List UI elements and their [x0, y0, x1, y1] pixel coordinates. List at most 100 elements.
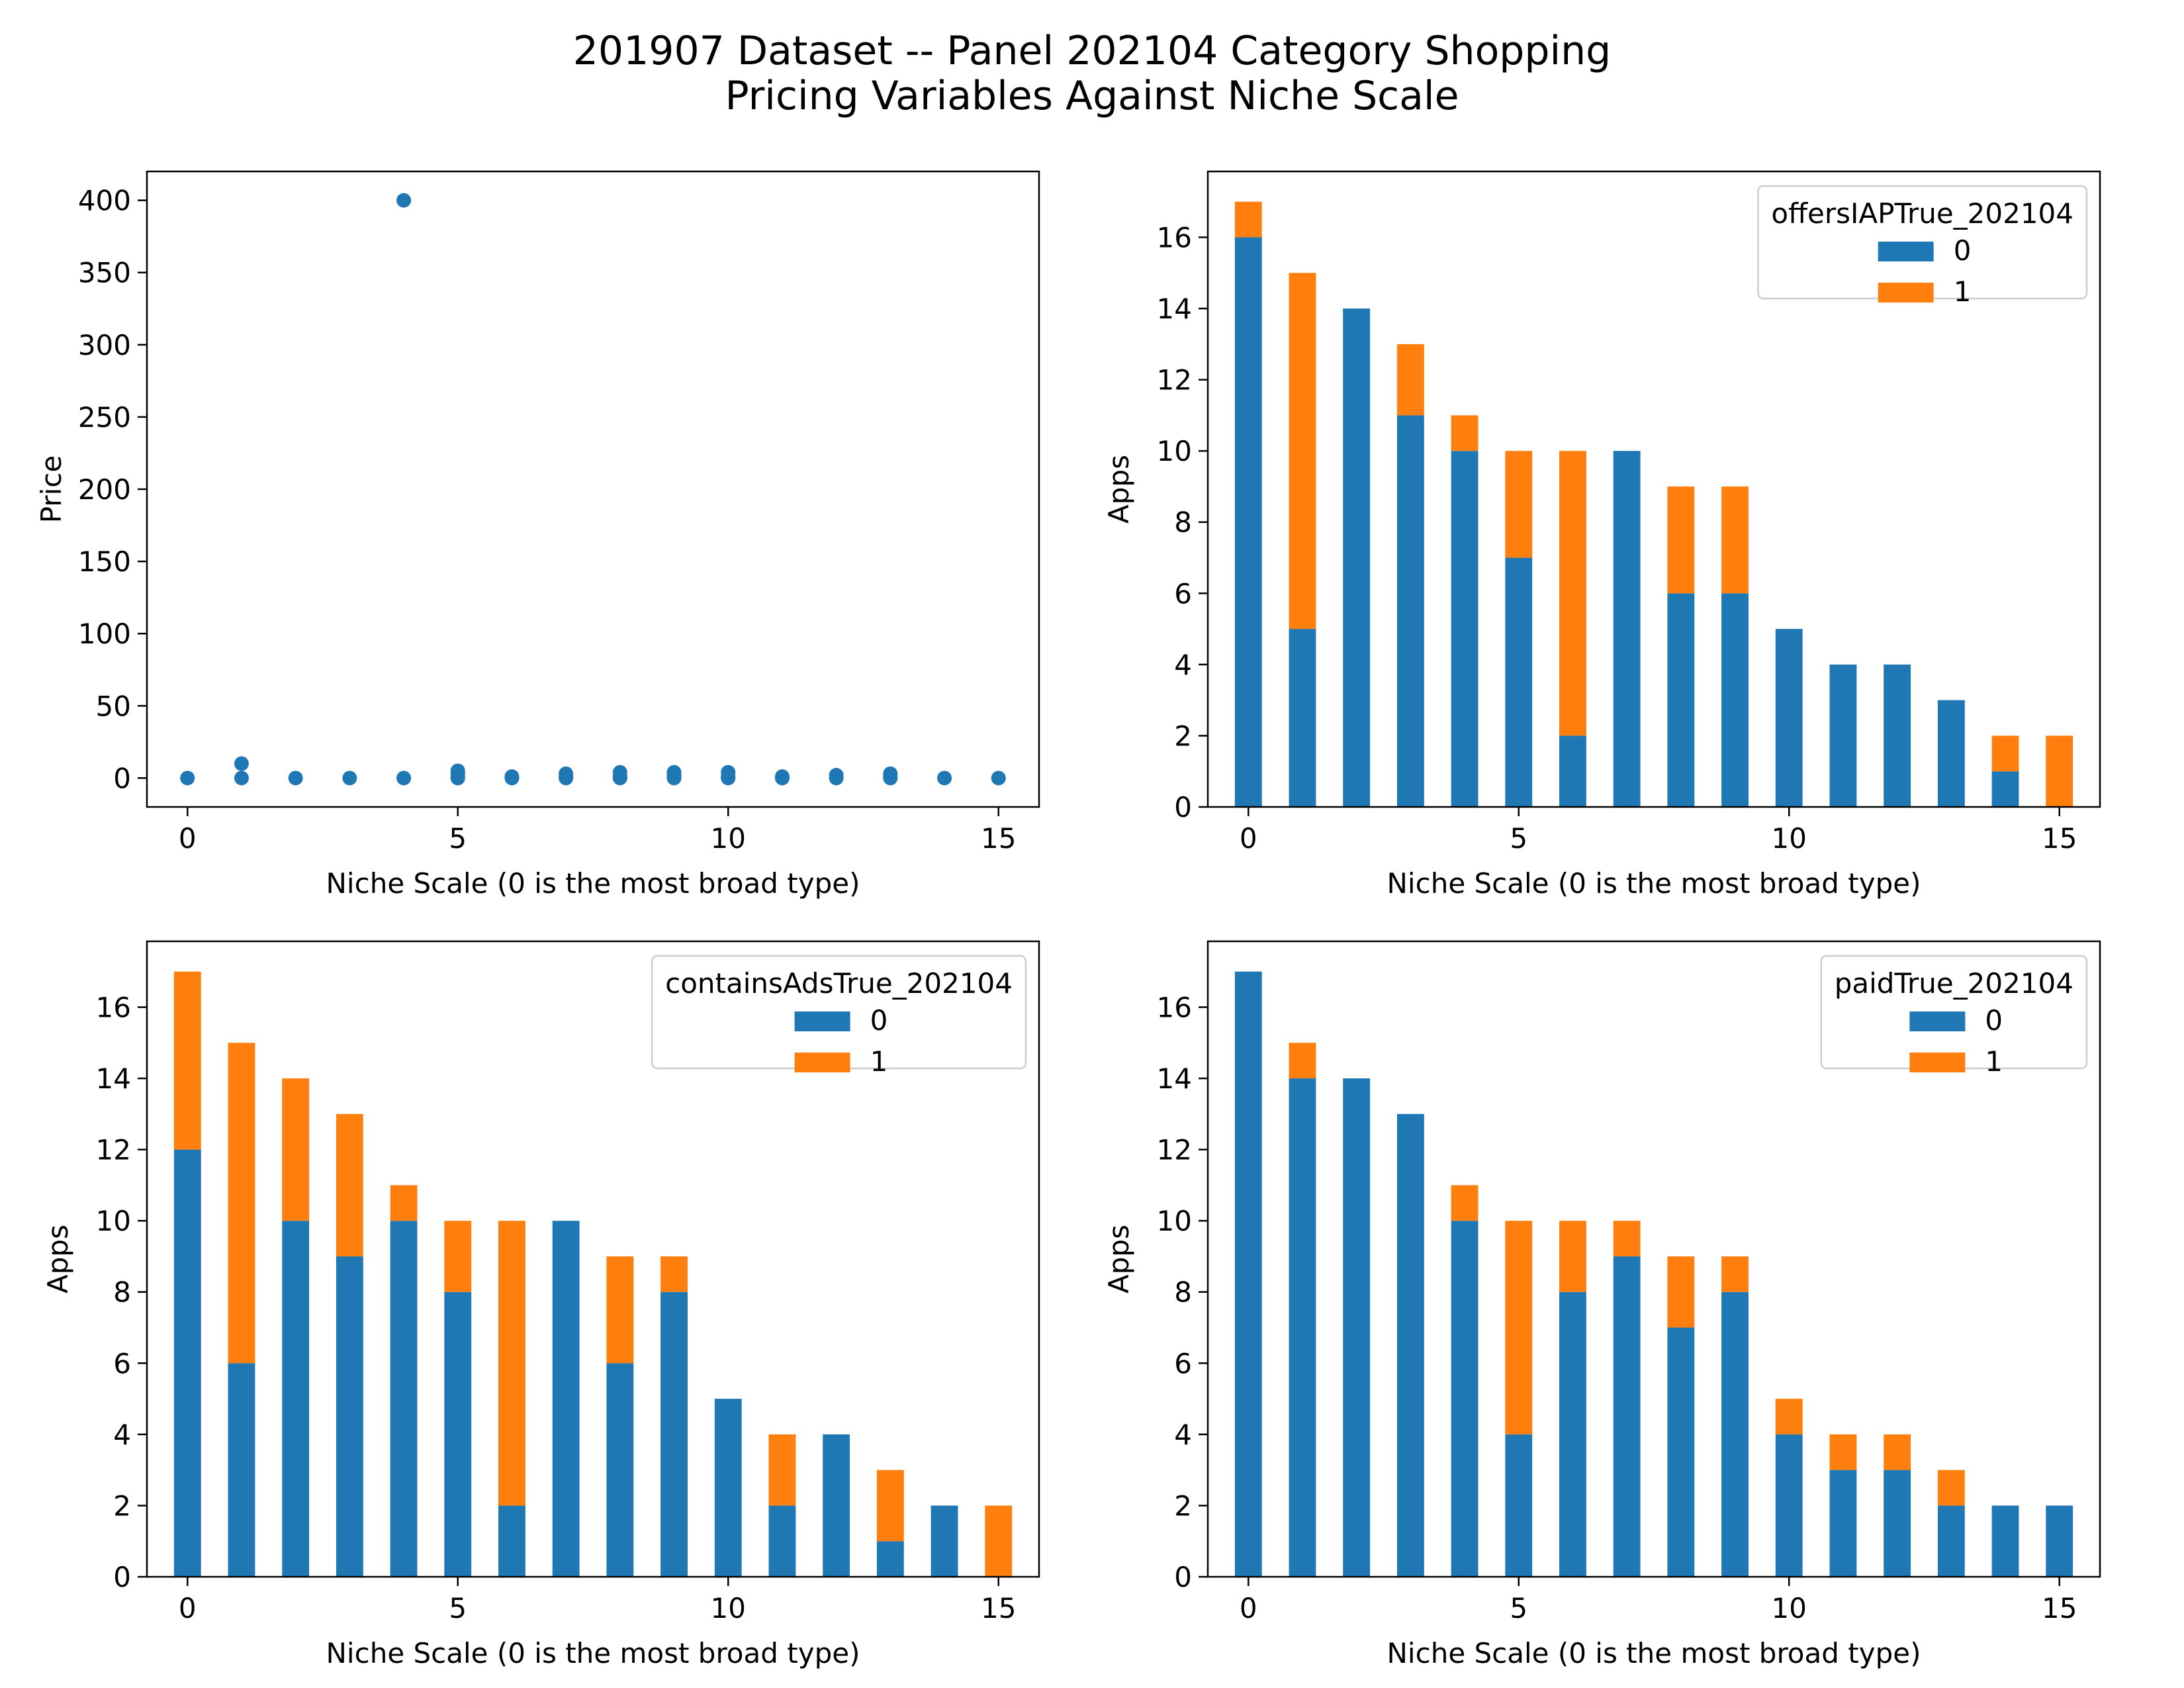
bar-segment-series-1: [1721, 486, 1749, 594]
legend-label-1: 1: [1954, 275, 1972, 308]
scatter-point: [396, 771, 412, 786]
legend-label-0: 0: [1985, 1004, 2003, 1037]
bar-segment-series-1: [1559, 1221, 1586, 1292]
bar-segment-series-1: [390, 1185, 418, 1221]
bar-segment-series-1: [173, 971, 201, 1150]
x-tick-label: 0: [1240, 822, 1257, 855]
y-tick-label: 10: [1157, 435, 1192, 467]
y-axis-label: Apps: [1103, 1225, 1135, 1293]
bar-segment-series-1: [606, 1256, 634, 1364]
bar-segment-series-0: [714, 1399, 742, 1577]
y-tick-label: 16: [96, 991, 131, 1023]
bar-segment-series-1: [228, 1043, 255, 1364]
bar-segment-series-1: [1884, 1434, 1911, 1470]
bar-segment-series-0: [1343, 308, 1371, 807]
bar-segment-series-0: [390, 1221, 418, 1577]
bar-segment-series-1: [1234, 201, 1262, 238]
bar-segment-series-0: [1937, 1505, 1965, 1577]
x-tick-label: 5: [449, 822, 467, 855]
bar-segment-series-1: [1289, 1043, 1316, 1079]
bar-segment-series-1: [1667, 1256, 1695, 1328]
y-tick-label: 50: [96, 690, 131, 722]
bar-segment-series-1: [876, 1470, 904, 1542]
y-tick-label: 6: [1174, 577, 1192, 610]
bar-segment-series-0: [660, 1291, 688, 1577]
bar-segment-series-0: [1396, 1113, 1424, 1577]
bar-segment-series-0: [1289, 629, 1316, 807]
scatter-point: [396, 193, 412, 208]
x-axis-label: Niche Scale (0 is the most broad type): [326, 867, 860, 900]
bar-segment-series-1: [1991, 735, 2019, 772]
legend-swatch-0: [794, 1011, 850, 1031]
scatter-point: [450, 763, 465, 778]
bar-segment-series-0: [768, 1505, 796, 1577]
bar-segment-series-0: [1505, 557, 1533, 807]
y-tick-label: 4: [113, 1419, 131, 1451]
scatter-point: [612, 765, 627, 780]
x-tick-label: 15: [2042, 822, 2077, 855]
bar-segment-series-0: [1775, 629, 1803, 807]
x-axis-label: Niche Scale (0 is the most broad type): [1387, 1637, 1921, 1669]
bar-segment-series-0: [1829, 1470, 1857, 1577]
bar-segment-series-0: [2046, 1505, 2073, 1577]
x-tick-label: 0: [1240, 1592, 1257, 1624]
bar-segment-series-1: [2046, 735, 2073, 807]
bar-segment-series-0: [1559, 1291, 1586, 1577]
y-tick-label: 8: [113, 1276, 131, 1309]
y-tick-label: 10: [96, 1205, 131, 1237]
bar-segment-series-0: [1613, 451, 1641, 807]
axes-frame: [146, 170, 1040, 808]
y-tick-label: 2: [1174, 1489, 1192, 1522]
x-tick-label: 15: [981, 1592, 1016, 1624]
y-tick-label: 12: [1157, 364, 1192, 397]
x-tick-label: 10: [711, 822, 746, 855]
y-tick-label: 8: [1174, 506, 1192, 539]
bar-segment-series-0: [1937, 700, 1965, 807]
bar-segment-series-0: [444, 1291, 472, 1577]
x-tick-label: 15: [2042, 1592, 2077, 1624]
bar-segment-series-0: [1451, 451, 1479, 807]
y-tick-label: 100: [78, 618, 131, 650]
bar-segment-series-1: [1937, 1470, 1965, 1506]
bar-segment-series-0: [1775, 1434, 1803, 1577]
legend: offersIAPTrue_202104 0 1: [1757, 185, 2088, 308]
bar-segment-series-1: [1451, 415, 1479, 451]
y-axis-label: Price: [35, 455, 68, 523]
scatter-point: [180, 771, 195, 786]
bar-segment-series-0: [1559, 735, 1586, 807]
bar-segment-series-0: [1396, 415, 1424, 807]
figure-title-line-2: Pricing Variables Against Niche Scale: [725, 73, 1459, 119]
y-tick-label: 300: [78, 329, 131, 361]
y-tick-label: 4: [1174, 649, 1192, 681]
bar-segment-series-0: [1505, 1434, 1533, 1577]
y-tick-label: 16: [1157, 991, 1192, 1023]
bar-segment-series-1: [660, 1256, 688, 1292]
legend-label-1: 1: [870, 1045, 888, 1078]
y-tick-label: 200: [78, 473, 131, 506]
bar-segment-series-1: [1721, 1256, 1749, 1292]
legend-title: paidTrue_202104: [1835, 967, 2073, 1000]
legend-swatch-1: [1909, 1053, 1966, 1072]
bar-segment-series-1: [1505, 451, 1533, 558]
bar-segment-series-0: [931, 1505, 958, 1577]
bar-segment-series-0: [228, 1363, 255, 1577]
x-tick-label: 5: [449, 1592, 467, 1624]
scatter-point: [721, 765, 736, 780]
x-axis-label: Niche Scale (0 is the most broad type): [326, 1637, 860, 1669]
bar-segment-series-0: [1234, 237, 1262, 807]
figure-title-line-1: 201907 Dataset -- Panel 202104 Category …: [572, 28, 1612, 74]
y-tick-label: 6: [113, 1347, 131, 1380]
y-tick-label: 0: [1174, 791, 1192, 823]
bar-segment-series-1: [1613, 1221, 1641, 1256]
bar-segment-series-1: [768, 1434, 796, 1506]
y-tick-label: 250: [78, 401, 131, 434]
bar-segment-series-1: [1289, 273, 1316, 630]
bar-segment-series-0: [1613, 1256, 1641, 1577]
bar-segment-series-1: [498, 1221, 525, 1506]
bar-segment-series-0: [1991, 1505, 2019, 1577]
x-tick-label: 10: [711, 1592, 746, 1624]
scatter-point: [288, 771, 303, 786]
bar-segment-series-0: [173, 1149, 201, 1577]
